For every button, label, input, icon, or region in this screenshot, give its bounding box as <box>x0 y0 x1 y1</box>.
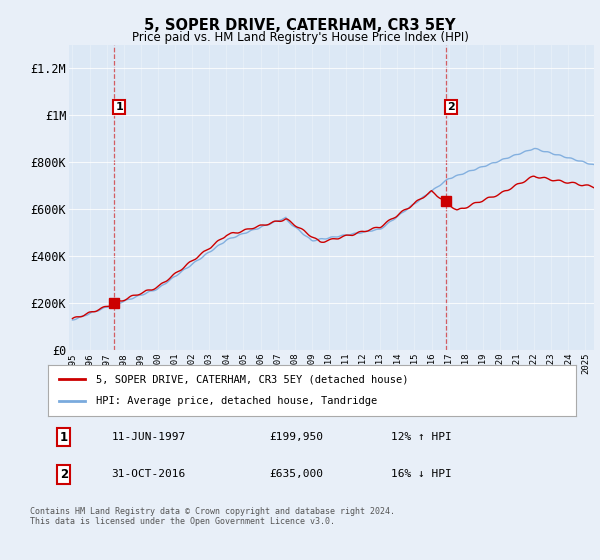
Text: 16% ↓ HPI: 16% ↓ HPI <box>391 469 452 479</box>
Text: £199,950: £199,950 <box>270 432 324 442</box>
Text: 12% ↑ HPI: 12% ↑ HPI <box>391 432 452 442</box>
Text: HPI: Average price, detached house, Tandridge: HPI: Average price, detached house, Tand… <box>95 396 377 407</box>
Text: 11-JUN-1997: 11-JUN-1997 <box>112 432 185 442</box>
Text: 1: 1 <box>60 431 68 444</box>
Text: 2: 2 <box>60 468 68 481</box>
Text: Contains HM Land Registry data © Crown copyright and database right 2024.
This d: Contains HM Land Registry data © Crown c… <box>30 507 395 526</box>
Text: 2: 2 <box>447 102 455 113</box>
Text: 31-OCT-2016: 31-OCT-2016 <box>112 469 185 479</box>
Text: 5, SOPER DRIVE, CATERHAM, CR3 5EY: 5, SOPER DRIVE, CATERHAM, CR3 5EY <box>144 18 456 33</box>
Text: £635,000: £635,000 <box>270 469 324 479</box>
Text: 5, SOPER DRIVE, CATERHAM, CR3 5EY (detached house): 5, SOPER DRIVE, CATERHAM, CR3 5EY (detac… <box>95 374 408 384</box>
Text: 1: 1 <box>115 102 123 113</box>
Text: Price paid vs. HM Land Registry's House Price Index (HPI): Price paid vs. HM Land Registry's House … <box>131 31 469 44</box>
